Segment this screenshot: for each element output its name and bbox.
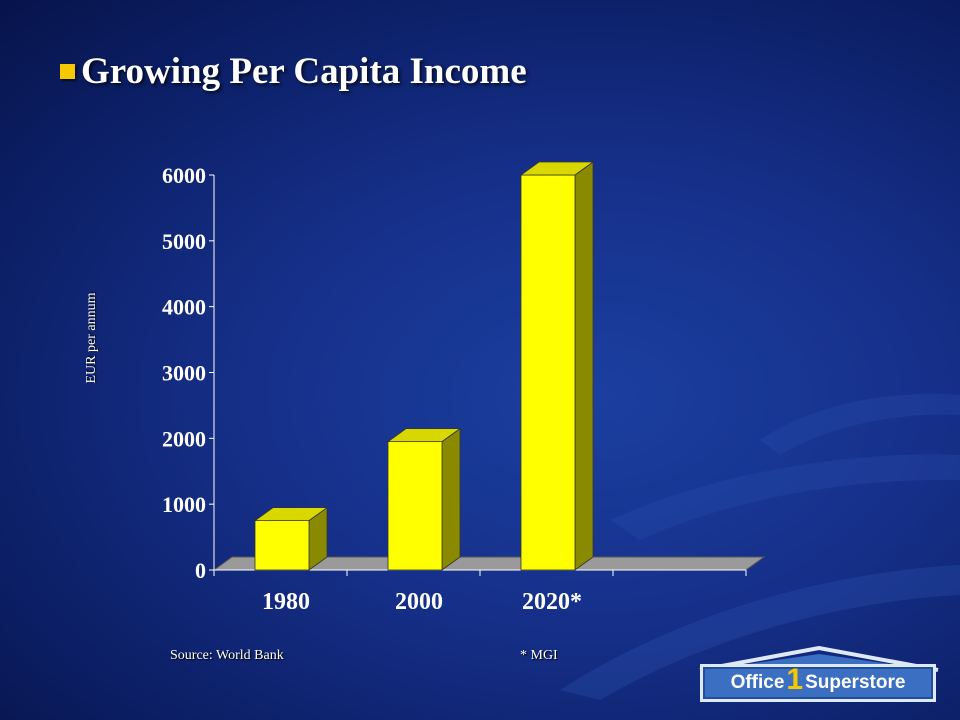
y-tick-label: 1000 xyxy=(162,492,206,517)
bar-top xyxy=(519,161,595,176)
source-note: Source: World Bank xyxy=(170,648,284,663)
logo-text-superstore: Superstore xyxy=(805,672,906,693)
slide-title: Growing Per Capita Income xyxy=(81,51,527,92)
y-tick-label: 2000 xyxy=(162,426,206,451)
logo-text-office: Office xyxy=(730,672,785,693)
y-tick-label: 5000 xyxy=(162,229,206,254)
bar-side xyxy=(441,427,461,571)
x-tick-label: 2020* xyxy=(522,589,582,615)
x-tick-label: 2000 xyxy=(395,589,443,615)
y-axis-label: EUR per annum xyxy=(84,292,99,384)
x-tick-label: 1980 xyxy=(262,589,310,615)
logo-text-number: 1 xyxy=(786,663,804,696)
y-tick-label: 4000 xyxy=(162,295,206,320)
office1-superstore-logo: Office 1 Superstore xyxy=(696,646,942,708)
bar xyxy=(387,441,443,571)
bar-top xyxy=(253,507,329,522)
logo-text-box: Office 1 Superstore xyxy=(700,664,936,702)
y-tick-label: 3000 xyxy=(162,361,206,386)
slide-title-row: Growing Per Capita Income xyxy=(60,50,527,93)
bar xyxy=(254,520,310,571)
y-tick-label: 6000 xyxy=(162,163,206,188)
footnote: * MGI xyxy=(520,648,558,663)
bar-top xyxy=(386,428,462,443)
bullet-square-icon xyxy=(60,64,75,79)
bar xyxy=(520,174,576,571)
bar-side xyxy=(574,161,594,571)
y-tick-label: 0 xyxy=(195,558,206,583)
